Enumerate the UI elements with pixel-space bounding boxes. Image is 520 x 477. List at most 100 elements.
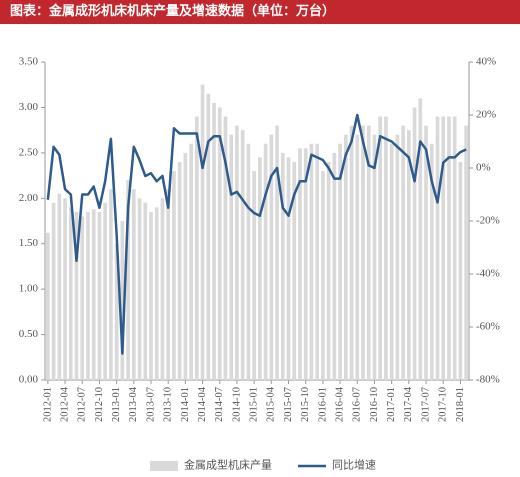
bar: [120, 221, 125, 380]
bar: [412, 107, 417, 380]
bar: [212, 102, 216, 380]
bar: [303, 148, 308, 380]
bar: [149, 211, 153, 380]
y2-tick-label: -40%: [476, 268, 500, 280]
bar: [389, 143, 394, 380]
bar: [269, 134, 274, 380]
legend-label: 同比增速: [332, 458, 376, 472]
y-tick-label: 0.50: [19, 328, 39, 340]
x-tick-label: 2013-07: [145, 387, 156, 422]
bar: [223, 116, 228, 380]
bar: [458, 161, 463, 380]
x-tick-label: 2015-01: [249, 387, 260, 422]
bar: [332, 152, 337, 380]
bar: [263, 143, 268, 380]
y2-tick-label: -20%: [476, 215, 500, 227]
bar: [80, 216, 85, 380]
bar: [286, 157, 291, 380]
bar: [372, 134, 377, 380]
bar: [172, 171, 176, 380]
y2-tick-label: 0%: [476, 162, 491, 174]
bar: [338, 143, 342, 380]
x-tick-label: 2016-01: [317, 387, 328, 422]
y-tick-label: 0.00: [19, 374, 39, 386]
x-tick-label: 2013-04: [128, 386, 139, 422]
x-tick-label: 2014-04: [197, 386, 208, 422]
y-tick-label: 1.00: [19, 283, 39, 295]
bar: [195, 116, 199, 380]
bar: [177, 161, 182, 380]
bar: [103, 202, 107, 380]
bar: [143, 202, 148, 380]
bar: [217, 107, 222, 380]
bar: [126, 180, 130, 380]
y2-tick-label: -80%: [476, 374, 500, 386]
bar: [447, 116, 451, 380]
chart-title: 图表：金属成形机床机床产量及增速数据（单位：万台）: [10, 3, 335, 18]
bar: [349, 125, 354, 380]
bar: [86, 211, 90, 380]
bar: [315, 143, 319, 380]
bar: [435, 116, 440, 380]
bar: [68, 207, 73, 380]
bar: [321, 171, 325, 380]
x-tick-label: 2014-10: [231, 387, 242, 422]
x-tick-label: 2012-01: [42, 387, 53, 422]
bar: [154, 207, 159, 380]
bar: [206, 93, 211, 381]
bar: [189, 143, 193, 380]
x-tick-label: 2014-07: [214, 387, 225, 422]
bar: [200, 84, 205, 380]
bar: [63, 198, 67, 380]
y-tick-label: 1.50: [19, 237, 39, 249]
bar: [114, 243, 119, 380]
bar: [109, 189, 113, 380]
bar: [424, 125, 428, 380]
x-tick-label: 2017-04: [403, 386, 414, 422]
line: [46, 113, 467, 355]
y-tick-label: 3.50: [19, 56, 39, 68]
bar: [429, 143, 434, 380]
bar: [137, 198, 142, 380]
title-bar: [0, 0, 520, 24]
bar: [401, 125, 405, 380]
bar: [275, 125, 279, 380]
x-tick-label: 2012-10: [94, 387, 105, 422]
bar: [384, 116, 388, 380]
bar: [160, 198, 165, 380]
bar: [246, 143, 251, 380]
y-tick-label: 2.00: [19, 192, 39, 204]
bar: [326, 161, 331, 380]
y2-tick-label: -60%: [476, 321, 500, 333]
bar: [183, 152, 188, 380]
bar: [131, 189, 136, 380]
y2-tick-label: 40%: [476, 56, 496, 68]
bar: [361, 125, 365, 380]
bar: [235, 125, 239, 380]
x-tick-label: 2013-10: [163, 387, 174, 422]
bar: [366, 125, 371, 380]
x-tick-label: 2016-04: [334, 386, 345, 422]
y-tick-label: 3.00: [19, 101, 39, 113]
bar: [452, 116, 457, 380]
bar: [166, 189, 171, 380]
y2-tick-label: 20%: [476, 109, 496, 121]
x-tick-label: 2016-07: [352, 387, 363, 422]
bar: [309, 143, 314, 380]
bar: [91, 209, 96, 380]
bar: [74, 211, 79, 380]
bar: [407, 130, 411, 380]
bar: [97, 211, 102, 380]
x-tick-label: 2017-10: [438, 387, 449, 422]
bar: [229, 134, 234, 380]
bar: [343, 134, 348, 380]
bar: [378, 116, 383, 380]
x-tick-label: 2015-10: [300, 387, 311, 422]
bar: [57, 193, 62, 380]
x-tick-label: 2017-07: [420, 387, 431, 422]
x-tick-label: 2012-07: [77, 387, 88, 422]
x-tick-label: 2015-07: [283, 387, 294, 422]
x-tick-label: 2014-01: [180, 387, 191, 422]
x-tick-label: 2012-04: [59, 386, 70, 422]
